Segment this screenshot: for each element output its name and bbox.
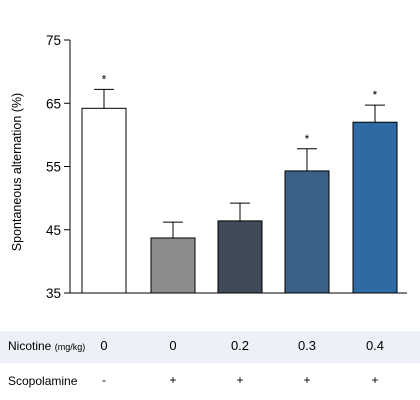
y-tick-label-65: 65 bbox=[46, 96, 61, 111]
nicotine-dose-2: 0 bbox=[169, 338, 177, 353]
bar-1 bbox=[81, 107, 127, 294]
significance-mark-4: * bbox=[305, 132, 310, 146]
bar-3 bbox=[217, 220, 263, 294]
nicotine-dose-1: 0 bbox=[100, 338, 108, 353]
scopolamine-row: Scopolamine - + + + + bbox=[0, 366, 420, 398]
bar-2 bbox=[150, 237, 196, 294]
nicotine-dose-4: 0.3 bbox=[297, 338, 317, 353]
nicotine-dose-3: 0.2 bbox=[230, 338, 250, 353]
nicotine-dose-5: 0.4 bbox=[365, 338, 385, 353]
y-axis-label: Spontaneous alternation (%) bbox=[10, 93, 24, 251]
scopolamine-value-4: + bbox=[303, 373, 311, 387]
nicotine-label: Nicotine (mg/kg) bbox=[8, 339, 86, 353]
bar-5 bbox=[352, 121, 398, 294]
scopolamine-label: Scopolamine bbox=[8, 374, 78, 388]
bar-4 bbox=[284, 170, 330, 294]
bar-chart: Spontaneous alternation (%) * * * 35 45 55 65… bbox=[10, 33, 407, 301]
nicotine-row: Nicotine (mg/kg) 0 0 0.2 0.3 0.4 bbox=[0, 331, 420, 363]
scopolamine-value-2: + bbox=[169, 373, 177, 387]
nicotine-unit: (mg/kg) bbox=[54, 342, 86, 352]
significance-mark-5: * bbox=[373, 88, 378, 102]
y-tick-label-45: 45 bbox=[46, 223, 61, 238]
scopolamine-value-5: + bbox=[371, 373, 379, 387]
significance-mark-1: * bbox=[102, 72, 107, 86]
scopolamine-value-1: - bbox=[102, 373, 106, 387]
y-tick-label-55: 55 bbox=[46, 160, 61, 175]
y-tick-label-35: 35 bbox=[46, 286, 61, 301]
scopolamine-value-3: + bbox=[236, 373, 244, 387]
y-tick-label-75: 75 bbox=[46, 33, 61, 48]
